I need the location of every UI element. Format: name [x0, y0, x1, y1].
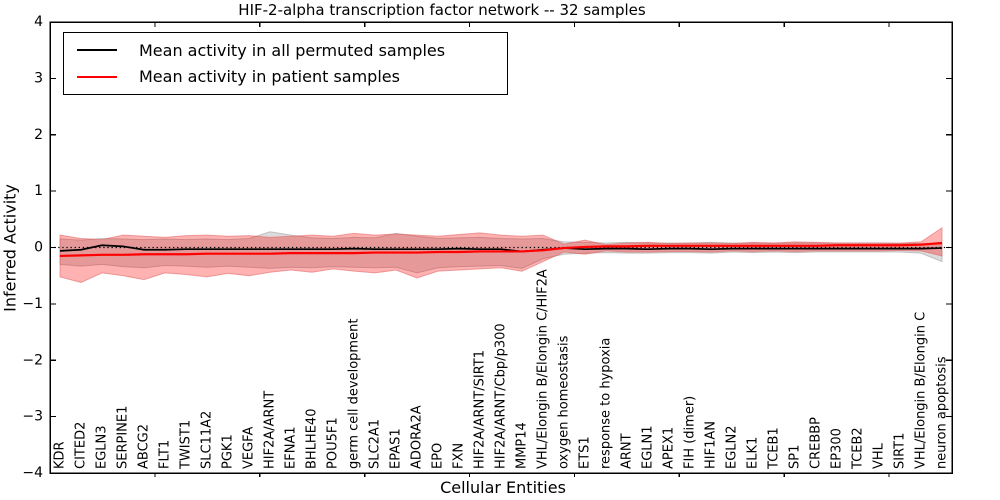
x-tick-label: FLT1	[158, 440, 173, 469]
legend-item-patient: Mean activity in patient samples	[77, 67, 507, 86]
x-tick-label: SERPINE1	[116, 406, 131, 469]
x-tick-label: ELK1	[746, 437, 761, 469]
x-tick-label: FXN	[452, 443, 467, 469]
x-tick-label: TCEB1	[767, 427, 782, 470]
x-tick-label: ARNT	[620, 433, 635, 469]
legend-line-sample-patient	[77, 75, 117, 78]
x-axis-label: Cellular Entities	[440, 478, 566, 497]
x-tick-label: KDR	[53, 441, 68, 469]
x-tick-label: POU5F1	[326, 417, 341, 469]
x-tick-label: TWIST1	[179, 420, 194, 470]
legend-line-sample-permuted	[77, 49, 117, 52]
x-tick-label: PGK1	[221, 434, 236, 469]
y-tick-label: −4	[22, 465, 43, 481]
x-tick-label: HIF1AN	[704, 421, 719, 469]
y-tick-label: −2	[22, 352, 43, 368]
chart-title: HIF-2-alpha transcription factor network…	[238, 1, 646, 19]
x-tick-label: ABCG2	[137, 424, 152, 469]
series-line-permuted	[59, 244, 943, 253]
x-tick-label: ETS1	[578, 436, 593, 469]
y-tick-label: 0	[34, 240, 43, 256]
x-tick-label: SLC2A1	[368, 419, 383, 469]
legend-label-permuted: Mean activity in all permuted samples	[139, 40, 446, 60]
y-axis-label: Inferred Activity	[0, 184, 20, 312]
x-tick-label: TCEB2	[851, 427, 866, 470]
band-patient	[59, 226, 943, 283]
x-tick-label: CITED2	[74, 422, 89, 469]
y-tick-label: 4	[34, 14, 43, 30]
y-tick-label: 3	[34, 70, 43, 86]
x-tick-label: VHL	[872, 442, 887, 469]
x-tick-label: ADORA2A	[410, 405, 425, 469]
x-tick-label: oxygen homeostasis	[557, 335, 572, 469]
y-tick-label: 1	[34, 183, 43, 199]
x-tick-label: APEX1	[662, 427, 677, 469]
x-tick-label: BHLHE40	[305, 409, 320, 469]
legend-item-permuted: Mean activity in all permuted samples	[77, 41, 507, 60]
x-tick-label: FIH (dimer)	[683, 396, 698, 469]
x-tick-label: SP1	[788, 445, 803, 469]
x-tick-label: response to hypoxia	[599, 338, 614, 469]
legend: Mean activity in all permuted samples Me…	[63, 32, 508, 95]
series-line-patient	[59, 241, 943, 258]
x-tick-label: EFNA1	[284, 426, 299, 469]
x-tick-label: EP300	[830, 428, 845, 469]
x-tick-label: EPO	[431, 443, 446, 469]
x-tick-label: SLC11A2	[200, 411, 215, 469]
y-tick-label: −1	[22, 296, 43, 312]
x-tick-label: VHL/Elongin B/Elongin C/HIF2A	[536, 269, 551, 469]
x-tick-label: germ cell development	[347, 319, 362, 469]
y-tick-label: −3	[22, 409, 43, 425]
legend-label-patient: Mean activity in patient samples	[139, 67, 400, 87]
x-tick-label: VEGFA	[242, 427, 257, 469]
x-tick-label: EGLN2	[725, 425, 740, 469]
x-tick-label: VHL/Elongin B/Elongin C	[914, 312, 929, 469]
x-tick-label: MMP14	[515, 422, 530, 469]
x-tick-label: neuron apoptosis	[935, 356, 950, 469]
x-tick-label: EGLN1	[641, 425, 656, 469]
x-tick-label: HIF2A/ARNT	[263, 391, 278, 469]
x-tick-label: HIF2A/ARNT/SIRT1	[473, 350, 488, 469]
x-tick-label: EGLN3	[95, 425, 110, 469]
y-tick-label: 2	[34, 127, 43, 143]
x-tick-label: CREBBP	[809, 417, 824, 469]
x-tick-label: SIRT1	[893, 433, 908, 469]
x-tick-label: EPAS1	[389, 428, 404, 469]
x-tick-label: HIF2A/ARNT/Cbp/p300	[494, 323, 509, 469]
